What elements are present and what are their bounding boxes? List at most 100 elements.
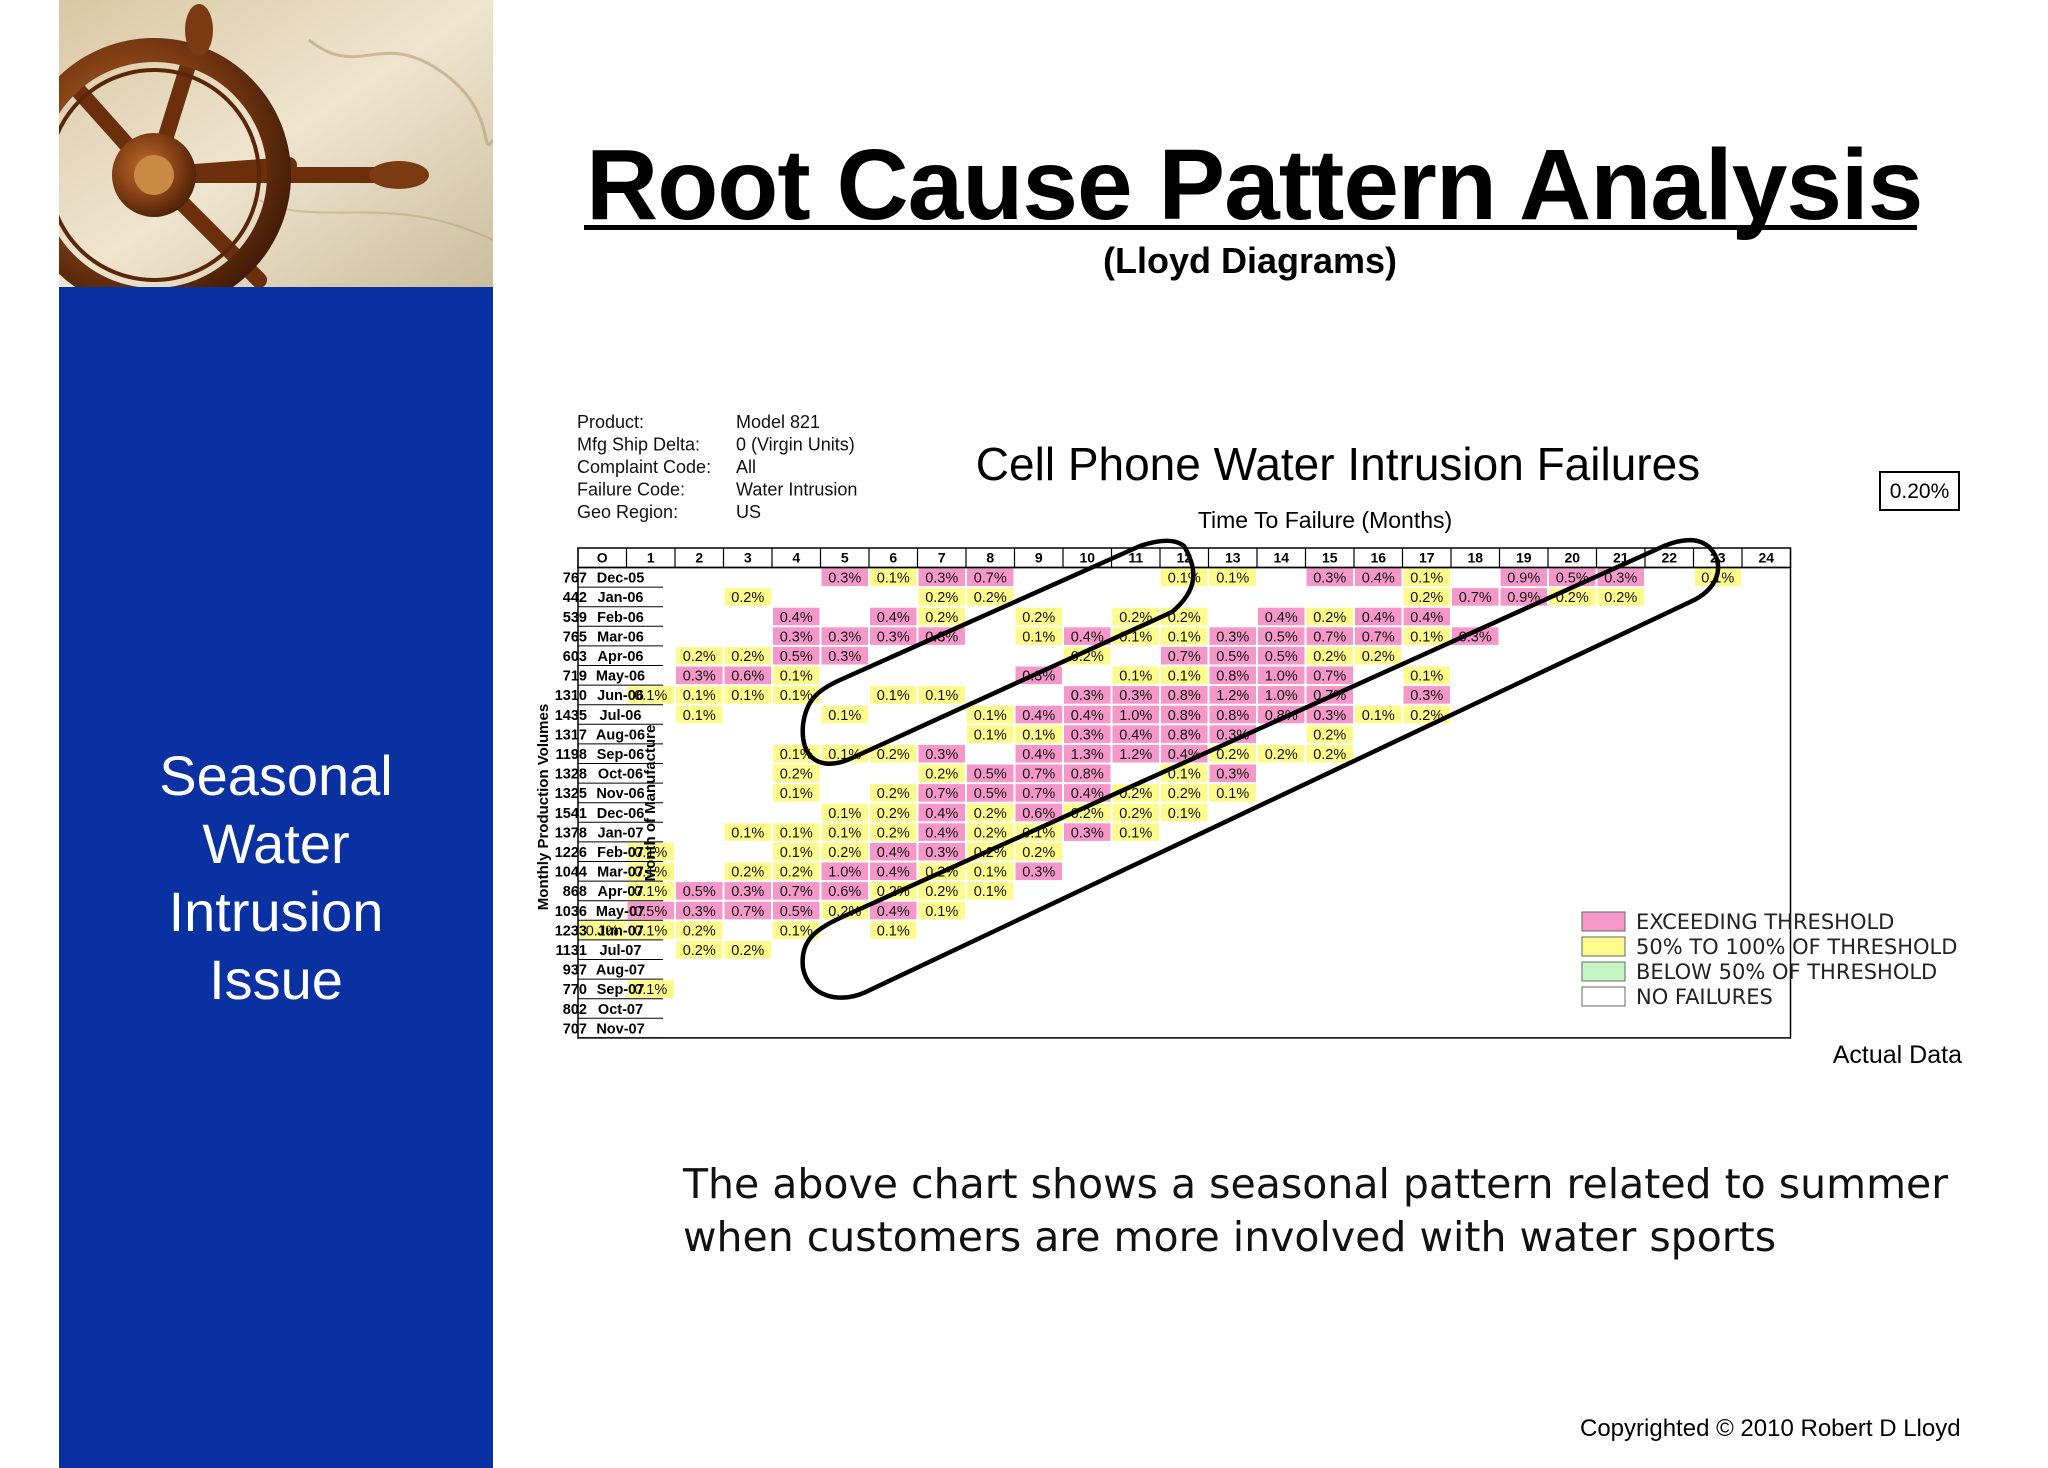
heatmap-cell bbox=[676, 686, 723, 704]
heatmap-cell bbox=[1403, 568, 1450, 587]
heatmap-cell bbox=[1161, 646, 1208, 665]
ship-wheel-image bbox=[59, 0, 493, 287]
cell-value-label: 0.4% bbox=[1022, 708, 1055, 724]
volume-label: 707 bbox=[563, 1021, 587, 1037]
volume-label: 1435 bbox=[555, 708, 587, 724]
threshold-box bbox=[1879, 471, 1960, 511]
volume-label: 1198 bbox=[556, 747, 587, 763]
month-label: May-06 bbox=[596, 669, 645, 685]
heatmap-cell bbox=[821, 901, 868, 920]
cell-value-label: 0.7% bbox=[925, 786, 958, 802]
cell-value-label: 0.5% bbox=[974, 767, 1007, 783]
heatmap-cell bbox=[1161, 627, 1208, 645]
cell-value-label: 0.1% bbox=[1216, 786, 1249, 802]
cell-value-label: 0.4% bbox=[780, 610, 813, 626]
actual-data-note: Actual Data bbox=[1833, 1041, 1962, 1069]
volume-label: 1317 bbox=[555, 727, 587, 743]
legend-label: EXCEEDING THRESHOLD bbox=[1636, 910, 1894, 934]
heatmap-cell bbox=[1161, 568, 1208, 587]
heatmap-cell bbox=[773, 784, 820, 802]
chart-title: Cell Phone Water Intrusion Failures bbox=[976, 438, 1700, 490]
volume-label: 1036 bbox=[555, 904, 587, 920]
heatmap-cell bbox=[821, 823, 868, 841]
heatmap-cell bbox=[579, 921, 626, 939]
cell-value-label: 0.8% bbox=[1216, 669, 1249, 685]
heatmap-cell bbox=[773, 646, 820, 665]
volume-label: 1131 bbox=[556, 943, 587, 959]
heatmap-cell bbox=[821, 627, 868, 645]
column-header-label: 14 bbox=[1273, 550, 1289, 566]
month-label: Jan-06 bbox=[598, 590, 644, 606]
heatmap-cell bbox=[870, 627, 917, 645]
month-label: Nov-07 bbox=[596, 1021, 644, 1037]
heatmap-cell bbox=[870, 862, 917, 881]
cell-value-label: 0.3% bbox=[683, 904, 716, 920]
cell-value-label: 0.3% bbox=[877, 629, 910, 645]
ship-wheel-illustration bbox=[59, 0, 493, 287]
heatmap-cell bbox=[821, 862, 868, 881]
cell-value-label: 0.1% bbox=[634, 923, 667, 939]
cell-value-label: 0.1% bbox=[925, 688, 958, 704]
volume-label: 603 bbox=[563, 649, 587, 665]
heatmap-cell bbox=[773, 823, 820, 841]
cell-value-label: 0.2% bbox=[683, 923, 716, 939]
heatmap-cell bbox=[1161, 705, 1208, 724]
volume-label: 539 bbox=[563, 610, 587, 626]
heatmap-cell bbox=[1209, 686, 1256, 704]
heatmap-cell bbox=[1403, 627, 1450, 645]
heatmap-cell bbox=[773, 666, 820, 685]
copyright-notice: Copyrighted © 2010 Robert D Lloyd bbox=[1580, 1415, 1961, 1442]
column-header-label: 11 bbox=[1128, 550, 1143, 566]
heatmap-cell bbox=[1161, 686, 1208, 704]
cell-value-label: 0.2% bbox=[1604, 590, 1637, 606]
heatmap-cell bbox=[1112, 666, 1159, 685]
heatmap-cell bbox=[1306, 725, 1353, 743]
cell-value-label: 0.1% bbox=[974, 727, 1007, 743]
heatmap-cell bbox=[773, 882, 820, 900]
cell-value-label: 0.3% bbox=[1216, 629, 1249, 645]
cell-value-label: 0.6% bbox=[1022, 806, 1055, 822]
heatmap-cell bbox=[724, 862, 771, 881]
info-label: Complaint Code: bbox=[577, 457, 711, 477]
heatmap-cell bbox=[870, 607, 917, 626]
cell-value-label: 0.3% bbox=[925, 629, 958, 645]
heatmap-cell bbox=[1161, 803, 1208, 822]
heatmap-cell bbox=[1452, 627, 1499, 645]
info-value: 0 (Virgin Units) bbox=[736, 435, 855, 455]
cell-value-label: 0.2% bbox=[1313, 747, 1346, 763]
heatmap-cell bbox=[676, 646, 723, 665]
legend-swatch bbox=[1581, 936, 1626, 957]
column-header-label: 13 bbox=[1225, 550, 1241, 566]
heatmap-cell bbox=[1064, 823, 1111, 841]
month-label: Mar-07 bbox=[597, 865, 644, 881]
caption-line: The above chart shows a seasonal pattern… bbox=[683, 1160, 1949, 1208]
cell-value-label: 0.3% bbox=[828, 629, 861, 645]
heatmap-cell bbox=[724, 901, 771, 920]
heatmap-cell bbox=[967, 764, 1014, 783]
heatmap-cell bbox=[1403, 588, 1450, 606]
heatmap-cell bbox=[773, 862, 820, 881]
cell-value-label: 0.3% bbox=[1071, 825, 1104, 841]
heatmap-cell bbox=[918, 744, 965, 763]
column-header-label: O bbox=[597, 550, 608, 566]
cell-value-label: 0.7% bbox=[1313, 669, 1346, 685]
cell-value-label: 0.5% bbox=[1265, 649, 1298, 665]
heatmap-cell bbox=[773, 842, 820, 861]
cell-value-label: 0.2% bbox=[731, 943, 764, 959]
cell-value-label: 0.3% bbox=[828, 571, 861, 587]
cell-value-label: 1.0% bbox=[1265, 669, 1298, 685]
heatmap-cell bbox=[1209, 725, 1256, 743]
heatmap-cell bbox=[1015, 627, 1062, 645]
volume-label: 868 bbox=[563, 884, 587, 900]
heatmap-cell bbox=[1306, 607, 1353, 626]
heatmap-cell bbox=[1306, 646, 1353, 665]
month-label: Jun-06 bbox=[597, 688, 644, 704]
month-label: Sep-06 bbox=[597, 747, 645, 763]
cell-value-label: 0.8% bbox=[1168, 708, 1201, 724]
heatmap-cell bbox=[724, 940, 771, 959]
column-header-label: 4 bbox=[792, 550, 800, 566]
heatmap-cell bbox=[1064, 725, 1111, 743]
cell-value-label: 0.3% bbox=[1313, 571, 1346, 587]
month-label: Apr-06 bbox=[598, 649, 644, 665]
heatmap-cell bbox=[1306, 627, 1353, 645]
